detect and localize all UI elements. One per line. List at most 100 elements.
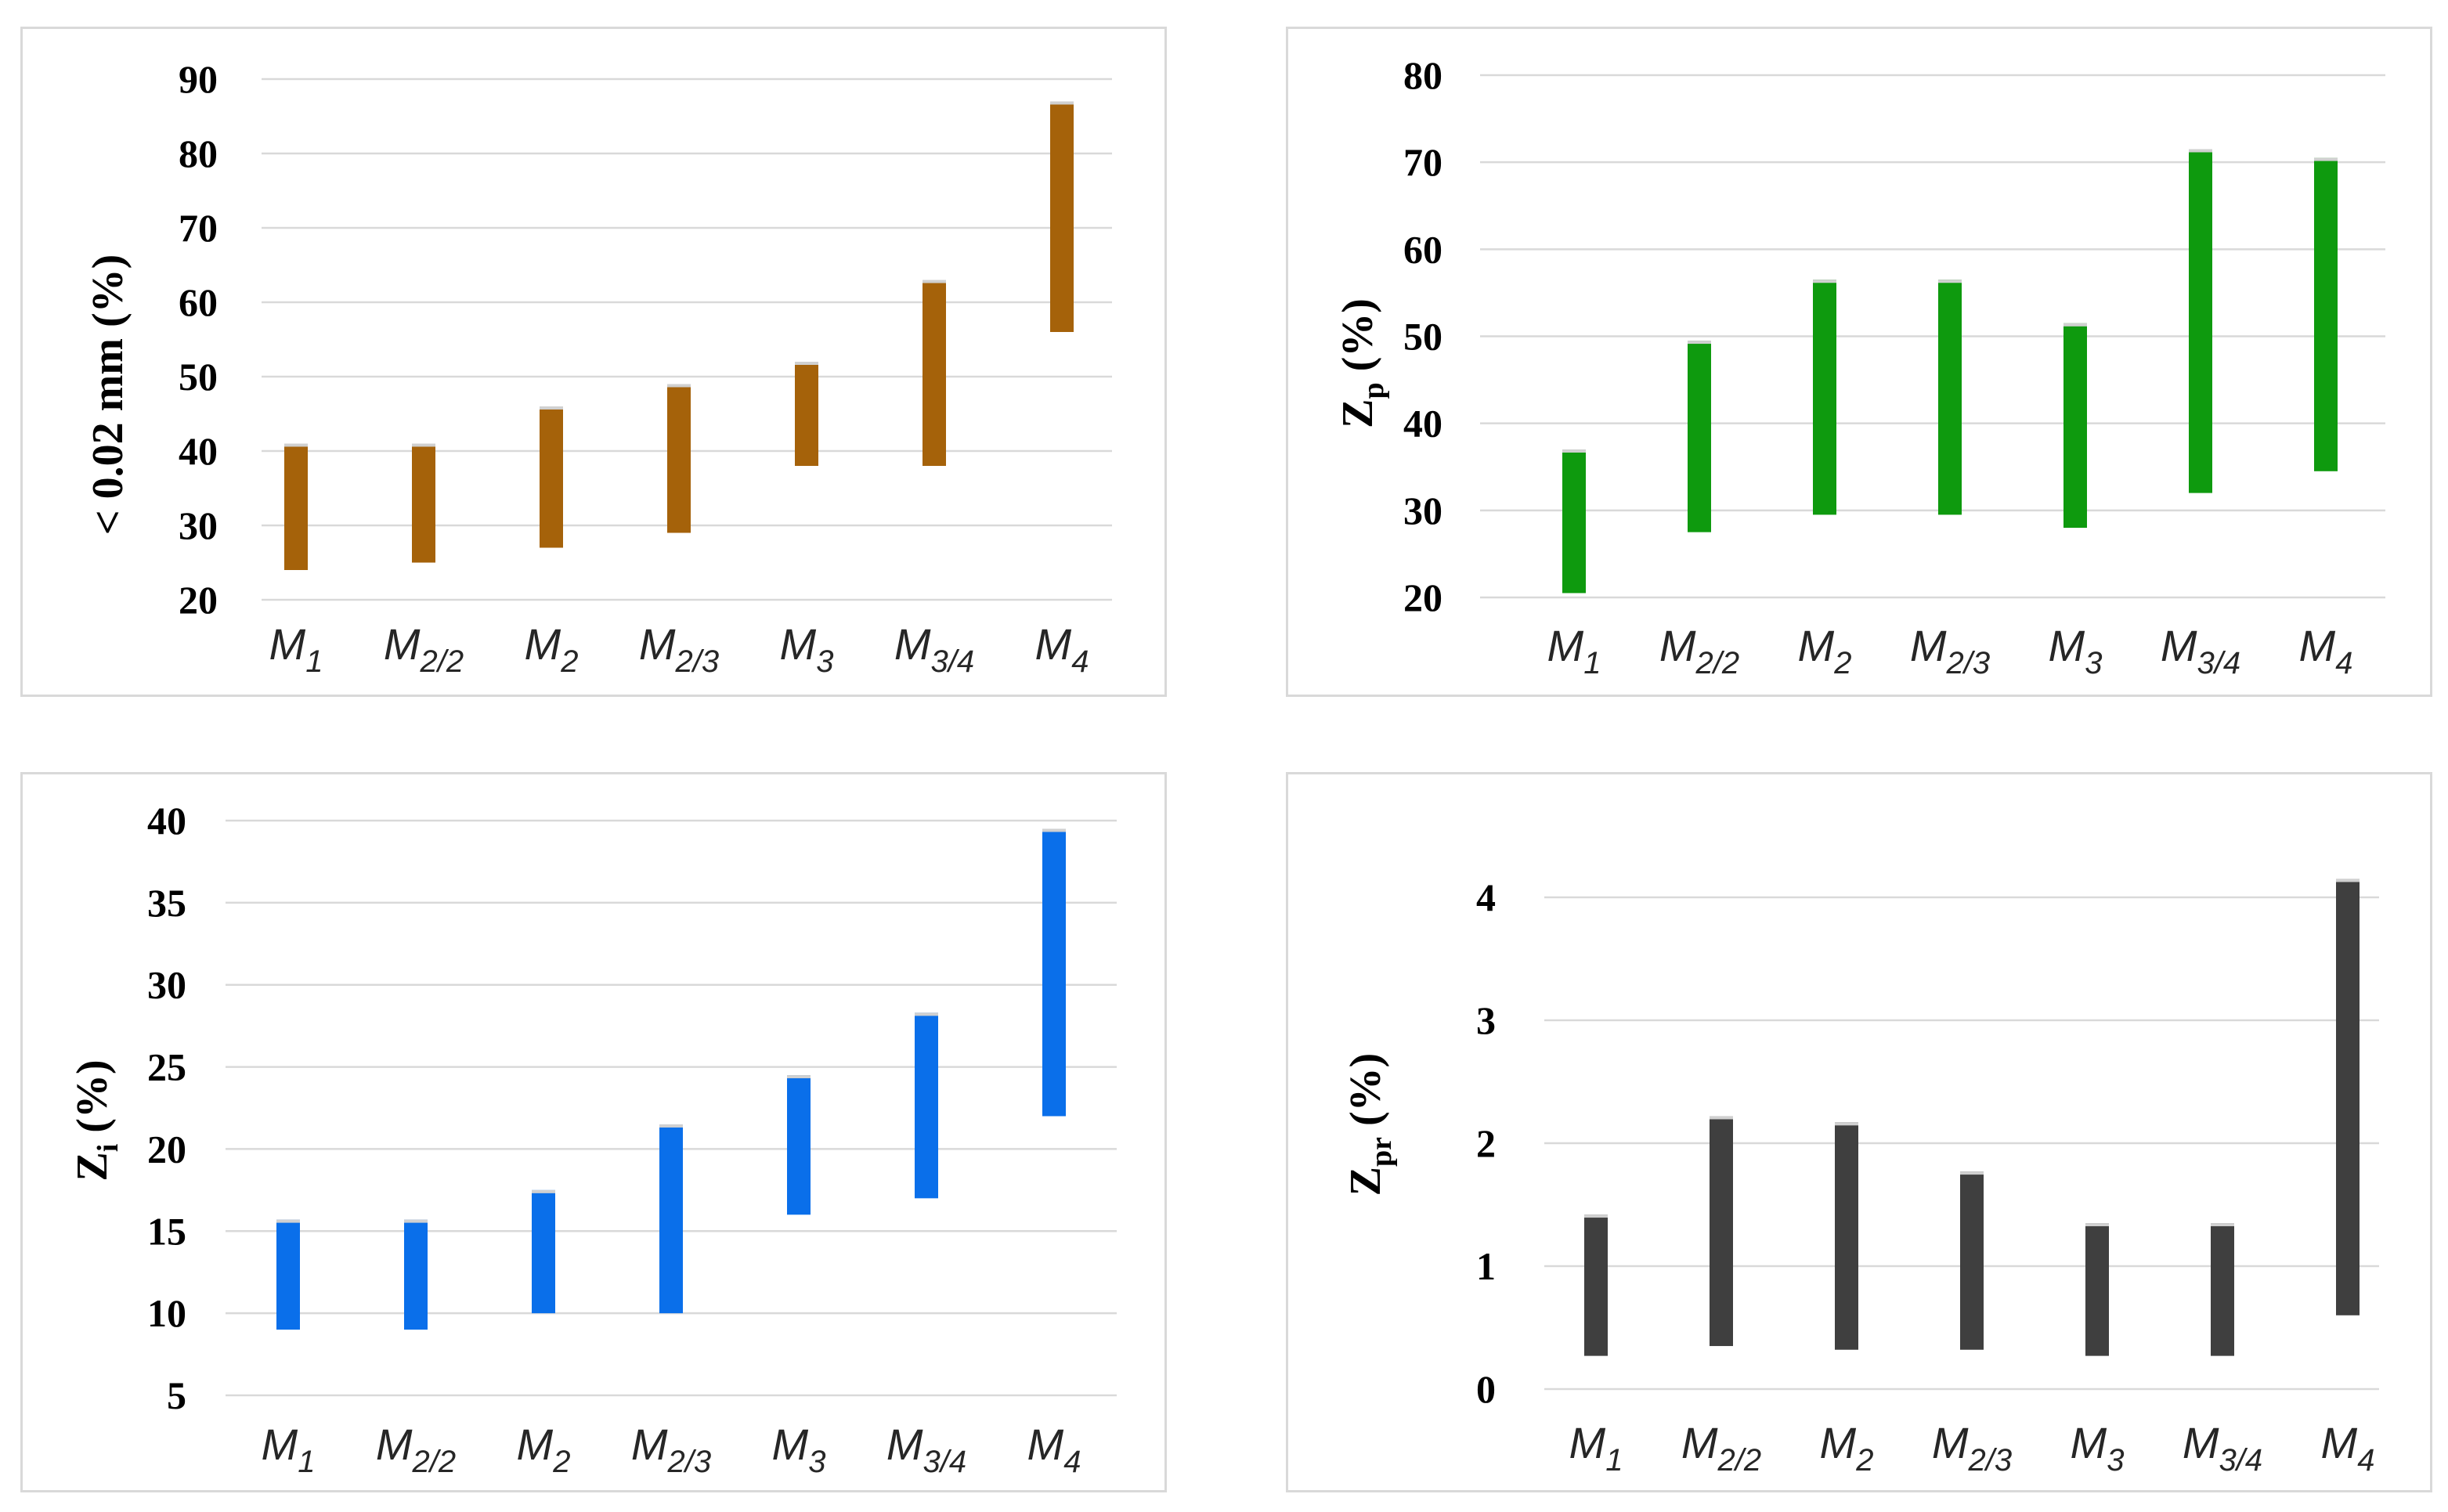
range-bar — [1835, 1122, 1858, 1350]
y-axis-label: Zpr (%) — [1341, 1053, 1398, 1196]
x-category-main: M — [517, 1420, 554, 1469]
x-category-sub: 4 — [2357, 1443, 2374, 1478]
range-bar — [923, 280, 946, 466]
y-axis-label-sub: pr — [1365, 1137, 1398, 1167]
x-category-label: M3 — [2049, 621, 2103, 680]
range-bar — [1938, 280, 1962, 515]
x-category-label: M4 — [1027, 1420, 1081, 1479]
x-category-sub: 3/4 — [931, 644, 975, 679]
x-category-sub: 3/4 — [2197, 646, 2241, 680]
x-category-label: M3/4 — [886, 1420, 966, 1479]
range-bar-cap — [276, 1219, 300, 1223]
chart-frame — [20, 772, 1167, 1492]
range-bar-cap — [2211, 1223, 2234, 1227]
x-category-sub: 4 — [1063, 1445, 1081, 1479]
y-axis-label: < 0.02 mm (%) — [84, 254, 132, 536]
y-tick-label: 3 — [1476, 998, 1496, 1042]
y-tick-label: 40 — [1403, 402, 1442, 446]
x-category-label: M2/3 — [639, 619, 719, 679]
x-category-main: M — [780, 619, 817, 669]
x-category-main: M — [1035, 619, 1072, 669]
range-bar — [404, 1219, 428, 1330]
x-category-label: M2/2 — [1681, 1418, 1761, 1478]
x-category-label: M3 — [780, 619, 834, 679]
range-bar-cap — [659, 1124, 683, 1128]
y-tick-label: 25 — [147, 1045, 186, 1089]
x-category-sub: 1 — [1605, 1443, 1623, 1478]
y-tick-label: 0 — [1476, 1367, 1496, 1411]
x-category-label: M2/2 — [1659, 621, 1739, 680]
x-category-main: M — [1027, 1420, 1064, 1469]
x-category-sub: 2/2 — [1717, 1443, 1762, 1478]
range-bar — [1562, 449, 1586, 594]
x-category-main: M — [1820, 1418, 1857, 1467]
chart-panel-zi: 5 10 15 20 25 30 35 40 M1 M2/2 M2 M2/3 M3 M3/4 M4 Zi … — [20, 772, 1167, 1492]
x-category-label: M2 — [1820, 1418, 1874, 1478]
range-bar — [1710, 1116, 1733, 1347]
x-category-sub: 2 — [552, 1445, 570, 1479]
y-axis-label-tail: (%) — [1334, 298, 1382, 382]
y-tick-label: 30 — [179, 503, 218, 547]
x-category-label: M2/3 — [1932, 1418, 2012, 1478]
range-bar — [2336, 879, 2360, 1315]
range-bar-cap — [2314, 157, 2338, 161]
x-category-label: M3/4 — [894, 619, 974, 679]
x-category-sub: 3 — [2085, 646, 2102, 680]
x-category-label: M3/4 — [2161, 621, 2240, 680]
x-category-label: M1 — [262, 1420, 316, 1479]
range-bar — [659, 1124, 683, 1314]
range-bar — [540, 406, 563, 548]
range-bar-cap — [915, 1012, 938, 1016]
range-bar-cap — [1688, 341, 1711, 345]
y-axis-label-sub: p — [1357, 382, 1390, 399]
chart-frame — [1286, 27, 2432, 697]
x-category-sub: 2 — [1855, 1443, 1873, 1478]
x-category-main: M — [1569, 1418, 1606, 1467]
x-category-main: M — [639, 619, 676, 669]
x-category-sub: 4 — [1071, 644, 1089, 679]
x-category-main: M — [2161, 621, 2197, 670]
x-category-label: M2 — [517, 1420, 571, 1479]
y-tick-label: 2 — [1476, 1121, 1496, 1165]
y-tick-label: 40 — [147, 799, 186, 843]
x-category-sub: 3/4 — [2219, 1443, 2263, 1478]
x-category-label: M2/2 — [384, 619, 464, 679]
range-bar-cap — [540, 406, 563, 410]
y-axis-label: Zp (%) — [1334, 298, 1390, 428]
x-category-sub: 4 — [2335, 646, 2352, 680]
range-bar-cap — [1710, 1116, 1733, 1120]
y-tick-label: 20 — [147, 1127, 186, 1171]
range-bar — [787, 1075, 811, 1215]
range-bar-cap — [1938, 280, 1962, 283]
range-bar-cap — [667, 384, 691, 388]
y-tick-label: 20 — [1403, 576, 1442, 619]
x-category-sub: 2/3 — [675, 644, 720, 679]
x-category-main: M — [2299, 621, 2336, 670]
range-bar-cap — [1042, 828, 1066, 832]
y-tick-label: 30 — [147, 963, 186, 1007]
x-category-label: M1 — [1569, 1418, 1623, 1478]
y-tick-label: 80 — [179, 132, 218, 175]
y-axis-label-tail: (%) — [68, 1059, 117, 1143]
x-category-label: M2/3 — [631, 1420, 711, 1479]
range-bar — [915, 1012, 938, 1199]
x-category-main: M — [1932, 1418, 1969, 1467]
x-category-sub: 2/3 — [1968, 1443, 2013, 1478]
x-category-sub: 2/3 — [1946, 646, 1991, 680]
x-category-label: M3 — [772, 1420, 826, 1479]
x-category-main: M — [631, 1420, 668, 1469]
x-category-label: M4 — [1035, 619, 1089, 679]
chart-panel-fine-fraction: 20 30 40 50 60 70 80 90 M1 M2/2 M2 M2/3 M3 M3/4 M4 < … — [20, 27, 1167, 697]
x-category-label: M1 — [1547, 621, 1601, 680]
x-category-main: M — [772, 1420, 809, 1469]
x-category-sub: 2 — [560, 644, 578, 679]
chart-frame — [1286, 772, 2432, 1492]
x-category-sub: 2/2 — [420, 644, 464, 679]
y-tick-label: 10 — [147, 1291, 186, 1335]
x-category-label: M2 — [525, 619, 579, 679]
